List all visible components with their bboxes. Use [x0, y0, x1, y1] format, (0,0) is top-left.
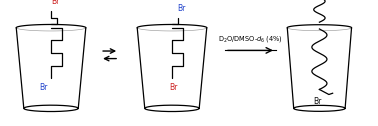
Text: Br: Br [178, 4, 186, 12]
Text: Br: Br [313, 97, 322, 106]
Text: D$_2$O/DMSO-$d_6$ (4%): D$_2$O/DMSO-$d_6$ (4%) [218, 34, 283, 44]
Text: Br: Br [51, 0, 60, 6]
Text: Br: Br [170, 83, 178, 92]
Text: Br: Br [39, 83, 48, 92]
